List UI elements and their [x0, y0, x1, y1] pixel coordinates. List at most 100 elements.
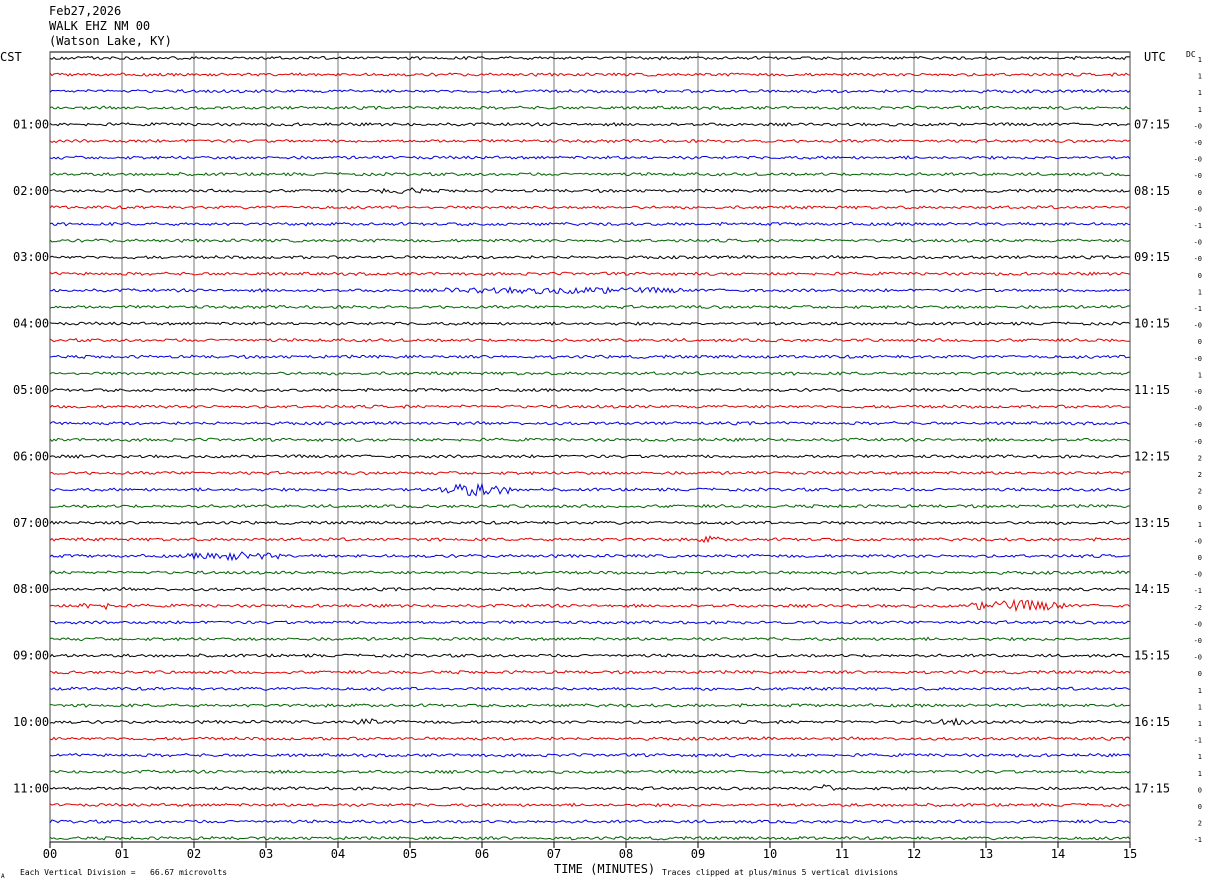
seismic-trace-line — [49, 620, 1131, 625]
cst-hour-label: 03:00 — [13, 250, 49, 264]
cst-hour-label: 10:00 — [13, 715, 49, 729]
utc-hour-label: 10:15 — [1134, 317, 1170, 331]
dc-offset-value: -0 — [1194, 172, 1202, 180]
cst-hour-label: 07:00 — [13, 516, 49, 530]
x-tick-label: 10 — [763, 847, 777, 861]
seismic-trace-line — [49, 155, 1131, 160]
dc-offset-value: 1 — [1198, 703, 1202, 711]
dc-offset-value: -0 — [1194, 654, 1202, 662]
utc-hour-label: 12:15 — [1134, 449, 1170, 463]
cst-hour-label: 11:00 — [13, 781, 49, 795]
seismic-trace-line — [49, 321, 1131, 326]
dc-offset-value: -0 — [1194, 388, 1202, 396]
seismic-trace-line — [49, 835, 1131, 841]
seismic-trace-line — [49, 205, 1131, 210]
dc-offset-value: 2 — [1198, 454, 1202, 462]
x-tick-label: 00 — [43, 847, 57, 861]
seismic-trace-line — [49, 105, 1131, 111]
seismic-trace-line — [49, 598, 1131, 613]
seismic-trace-line — [49, 736, 1131, 742]
x-tick-label: 11 — [835, 847, 849, 861]
seismic-trace-line — [49, 354, 1131, 360]
utc-hour-label: 09:15 — [1134, 250, 1170, 264]
seismic-trace-line — [49, 535, 1131, 544]
seismic-trace-line — [49, 187, 1131, 194]
utc-hour-label: 16:15 — [1134, 715, 1170, 729]
utc-hour-label: 08:15 — [1134, 184, 1170, 198]
dc-offset-value: 0 — [1198, 670, 1202, 678]
seismic-trace-line — [49, 470, 1131, 476]
dc-offset-value: -2 — [1194, 604, 1202, 612]
dc-offset-value: -0 — [1194, 255, 1202, 263]
x-tick-label: 09 — [691, 847, 705, 861]
dc-offset-value: -0 — [1194, 205, 1202, 213]
x-tick-label: 02 — [187, 847, 201, 861]
seismic-trace-line — [49, 304, 1131, 310]
dc-offset-value: 1 — [1198, 371, 1202, 379]
seismic-trace-line — [49, 520, 1131, 525]
dc-offset-value: -1 — [1194, 836, 1202, 844]
dc-offset-value: -0 — [1194, 322, 1202, 330]
dc-offset-value: 1 — [1198, 770, 1202, 778]
dc-offset-value: -1 — [1194, 222, 1202, 230]
seismic-trace-line — [49, 404, 1131, 409]
dc-offset-value: 2 — [1198, 820, 1202, 828]
cst-hour-label: 06:00 — [13, 449, 49, 463]
dc-offset-value: -1 — [1194, 737, 1202, 745]
seismic-trace-line — [49, 387, 1131, 393]
dc-offset-value: 0 — [1198, 786, 1202, 794]
left-zone-label: CST — [0, 50, 22, 64]
dc-offset-value: 1 — [1198, 106, 1202, 114]
utc-hour-label: 15:15 — [1134, 649, 1170, 663]
x-tick-label: 15 — [1123, 847, 1137, 861]
x-tick-label: 14 — [1051, 847, 1065, 861]
seismic-trace-line — [49, 669, 1131, 675]
seismic-trace-line — [49, 55, 1131, 61]
dc-offset-value: -1 — [1194, 587, 1202, 595]
seismic-trace-line — [49, 819, 1131, 824]
seismic-trace-line — [49, 769, 1131, 775]
dc-offset-value: 1 — [1198, 56, 1202, 64]
seismic-trace-line — [49, 437, 1131, 443]
seismic-trace-line — [49, 337, 1131, 343]
dc-offset-value: -0 — [1194, 156, 1202, 164]
utc-hour-label: 07:15 — [1134, 117, 1170, 131]
header-station: WALK EHZ NM 00 — [49, 19, 151, 33]
seismic-trace-line — [49, 586, 1130, 592]
dc-offset-value: 0 — [1198, 272, 1202, 280]
axis-labels: 00 01 02 03 04 05 06 07 08 09 10 11 12 13 14 151111-0-0… — [13, 56, 1202, 861]
cst-hour-label: 09:00 — [13, 649, 49, 663]
scale-note: Each Vertical Division = 66.67 microvolt… — [20, 868, 227, 877]
seismic-trace-line — [49, 420, 1131, 426]
cst-hour-label: 01:00 — [13, 117, 49, 131]
seismic-trace-line — [49, 138, 1131, 144]
time-gridlines — [49, 51, 1131, 848]
dc-offset-value: -0 — [1194, 537, 1202, 545]
cst-hour-label: 02:00 — [13, 184, 49, 198]
seismic-trace-line — [49, 686, 1131, 692]
x-tick-label: 05 — [403, 847, 417, 861]
dc-offset-value: 1 — [1198, 89, 1202, 97]
seismic-trace-line — [49, 653, 1131, 658]
dc-offset-value: -0 — [1194, 421, 1202, 429]
x-tick-label: 03 — [259, 847, 273, 861]
seismic-trace-line — [49, 570, 1131, 575]
seismic-trace-line — [50, 286, 1131, 295]
utc-hour-label: 13:15 — [1134, 516, 1170, 530]
seismic-trace-line — [49, 221, 1131, 227]
x-tick-label: 08 — [619, 847, 633, 861]
dc-offset-value: -0 — [1194, 438, 1202, 446]
seismic-trace-line — [49, 72, 1131, 77]
dc-offset-value: -1 — [1194, 305, 1202, 313]
dc-offset-value: 1 — [1198, 753, 1202, 761]
x-tick-label: 12 — [907, 847, 921, 861]
dc-offset-value: 1 — [1198, 521, 1202, 529]
seismic-trace-line — [49, 802, 1131, 808]
dc-offset-value: 1 — [1198, 73, 1202, 81]
x-tick-label: 01 — [115, 847, 129, 861]
corner-mark: A — [1, 873, 5, 880]
seismic-trace-line — [49, 88, 1131, 94]
right-zone-label: UTC — [1144, 50, 1166, 64]
header-date: Feb27,2026 — [49, 4, 122, 18]
